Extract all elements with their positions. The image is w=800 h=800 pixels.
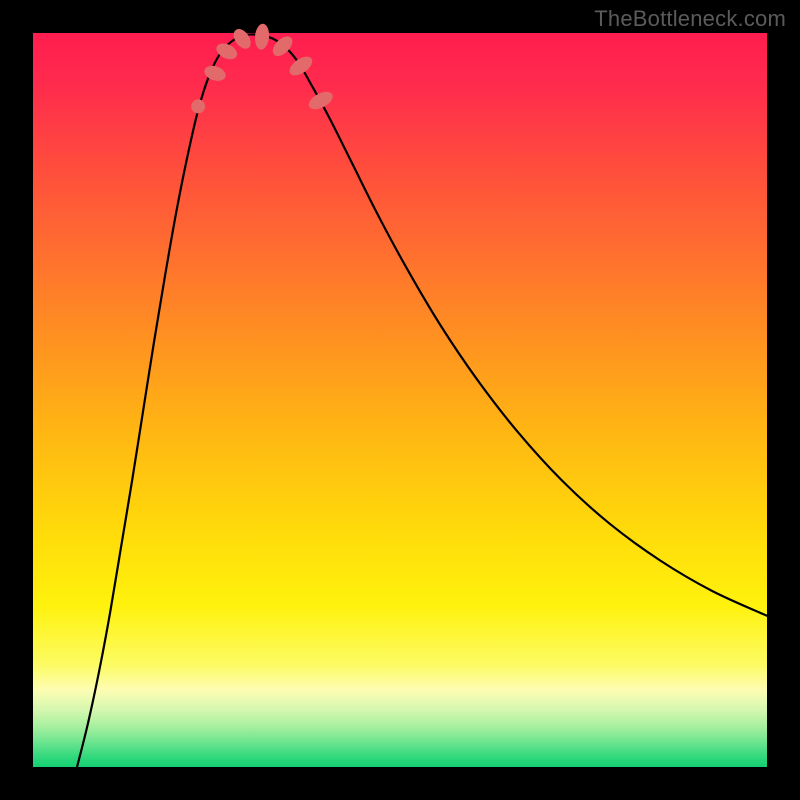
chart-frame: TheBottleneck.com	[0, 0, 800, 800]
curve-marker	[191, 99, 205, 113]
chart-svg	[0, 0, 800, 800]
attribution-text: TheBottleneck.com	[594, 6, 786, 32]
plot-area	[33, 33, 767, 767]
